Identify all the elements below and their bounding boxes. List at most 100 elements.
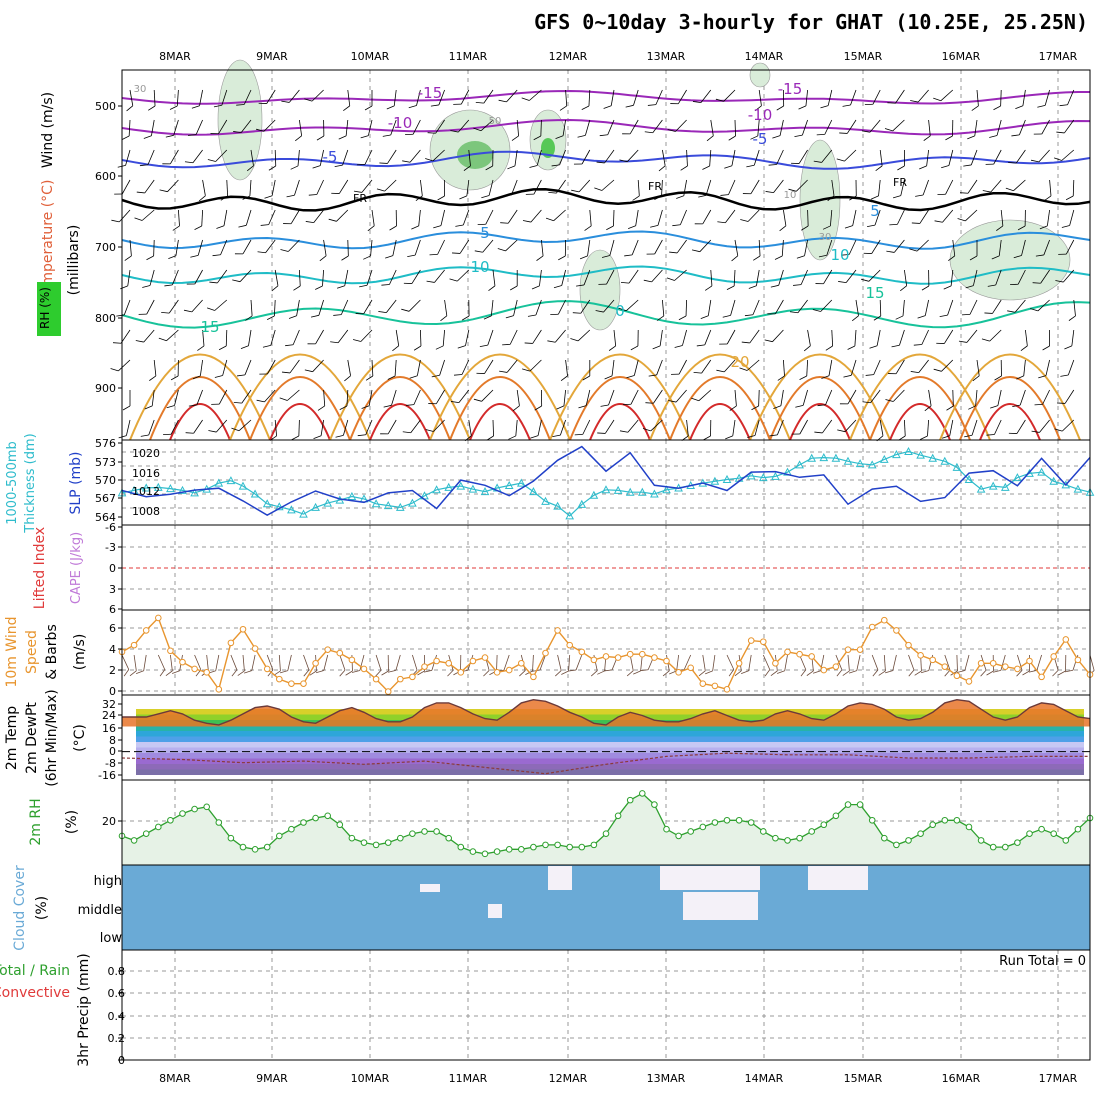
barb-flag [234,253,244,255]
wind-barb [136,179,155,194]
wind-barb [450,119,470,133]
barb-staff [845,269,857,283]
wind-barb [245,299,253,321]
barb-staff [408,299,421,312]
barb-flag [381,670,389,676]
barb-flag [887,102,896,104]
barb-staff [652,119,663,134]
barb-staff [1069,209,1075,226]
barb-flag [773,405,782,410]
wind-barb [886,239,905,253]
barb-flag [814,431,823,434]
barb-flag [356,163,366,166]
wind-barb [984,299,1002,314]
temperature-color-band [136,764,1084,770]
wind-barb [1054,419,1075,432]
wind-barb [427,119,445,134]
barb-staff [270,329,276,346]
barb-staff [578,179,591,193]
wind-barb [121,654,130,677]
barb-staff [588,89,591,106]
pressure-axis-label: (millibars) [66,225,82,296]
slp-tick-label: 1012 [132,485,160,498]
wind-barb [1055,269,1075,283]
barb-staff [908,654,915,671]
wind-barb [185,419,203,434]
wind-barb [110,359,131,372]
wind-barb [401,299,421,312]
barb-staff [178,209,180,226]
rh-point [566,843,574,851]
pressure-tick-label: 900 [95,382,116,395]
barb-flag [1015,105,1024,110]
barb-staff [243,89,252,105]
wind-barb [474,239,494,253]
barb-staff [346,389,349,406]
barb-flag [283,223,292,225]
thickness-point [444,482,454,491]
wind-speed-point [651,654,658,661]
barb-flag [847,345,856,350]
barb-flag [941,435,950,439]
wind-barb [986,419,1002,436]
rh-point [1074,825,1082,833]
wind-barb [511,119,519,141]
barb-staff [956,654,958,672]
barb-flag [425,158,434,162]
barb-flag [194,225,202,230]
barb-staff [975,389,978,406]
barb-flag [380,433,389,435]
temp-contour-warm [269,403,331,441]
wind-barb [136,654,147,675]
barb-flag [991,255,1000,260]
wind-barb [863,239,881,254]
wind-barb [646,239,663,255]
barb-flag [473,398,482,402]
barb-staff [674,269,687,281]
cloud-unit-label: (%) [34,896,50,920]
wind-barb [273,654,281,676]
wind-barb [817,389,833,407]
barb-flag [426,280,435,283]
wind-barb [310,299,324,318]
temp2m-tick-label: 8 [109,734,116,747]
wind-barb [264,179,276,199]
wind-barb [431,359,445,378]
barb-flag [576,284,585,287]
barb-staff [513,299,518,316]
cape-axis-label: CAPE (J/kg) [69,532,84,604]
barb-staff [535,299,542,316]
barb-flag [359,284,368,288]
barb-flag [603,105,612,109]
barb-flag [1016,375,1024,380]
barb-staff [904,269,908,286]
wind-barb [741,329,760,344]
barb-flag [956,670,965,673]
barb-staff [242,654,245,671]
barb-flag [959,192,969,194]
barb-flag [971,105,979,111]
barb-flag [124,255,132,261]
barb-staff [141,209,155,221]
wind-barb [870,179,881,200]
barb-flag [943,285,952,290]
temp2m-tick-label: 0 [109,745,116,758]
temp-contour-warm [749,353,891,441]
barb-staff [239,269,252,282]
barb-staff [750,179,760,194]
barb-flag [353,190,362,193]
wind-barb [359,269,373,288]
barb-flag [581,105,590,110]
barb-staff [994,419,1002,435]
barb-flag [812,670,821,674]
barb-staff [420,179,423,196]
barb-flag [339,669,346,677]
rh-point [675,832,682,840]
barb-flag [812,309,821,312]
lifted-tick-label: 3 [109,583,116,596]
wind-speed-point [820,666,828,674]
barb-flag [208,430,217,433]
wind-barb [837,419,857,433]
barb-staff [459,239,470,254]
wind-barb [908,654,915,677]
